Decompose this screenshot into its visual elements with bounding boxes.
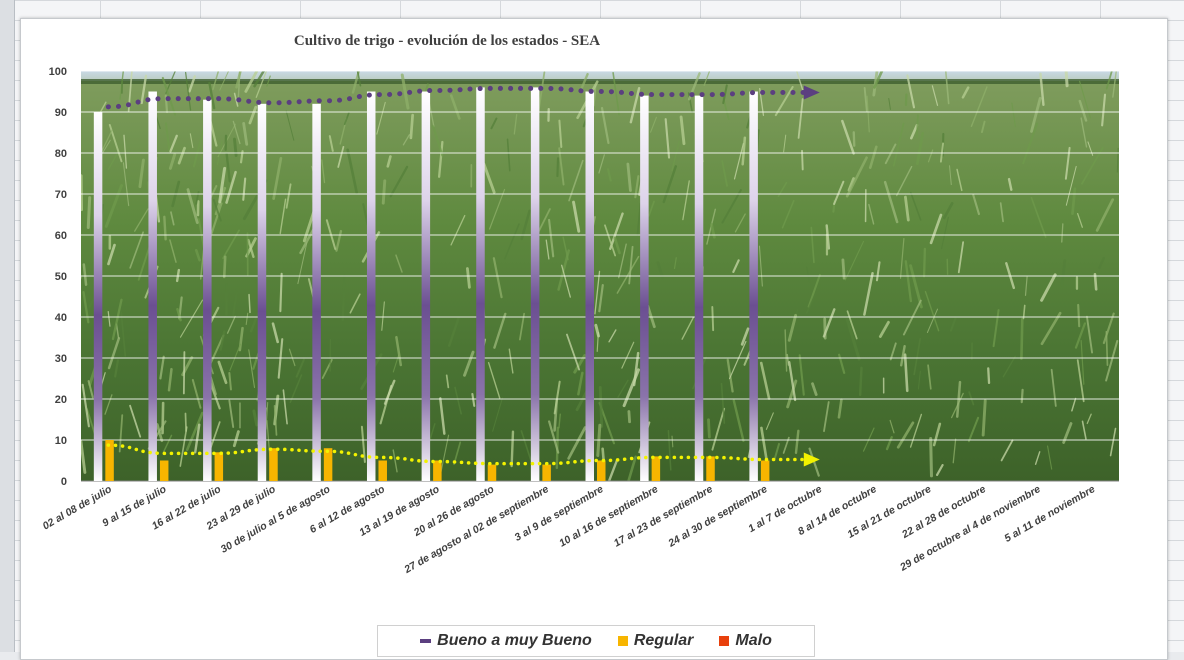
legend-item-malo: Malo <box>719 632 771 650</box>
bar-bueno <box>422 92 431 482</box>
wheat-stalk <box>163 403 164 433</box>
chart-title: Cultivo de trigo - evolución de los esta… <box>294 33 600 49</box>
legend-label-malo: Malo <box>735 632 771 650</box>
bar-regular <box>215 452 224 481</box>
wheat-stalk <box>512 432 513 466</box>
bar-bueno <box>640 96 649 481</box>
x-tick-label: 3 al 9 de septiembre <box>513 483 606 544</box>
y-tick-label: 10 <box>55 435 67 447</box>
legend-item-bueno: Bueno a muy Bueno <box>420 632 592 650</box>
row-header-strip <box>0 0 15 652</box>
bar-bueno <box>476 87 485 481</box>
bar-bueno <box>531 87 540 481</box>
wheat-stalk <box>843 260 844 278</box>
wheat-stalk <box>854 132 855 145</box>
bar-bueno <box>749 92 758 482</box>
y-tick-label: 90 <box>55 107 67 119</box>
chart-area[interactable]: Cultivo de trigo - evolución de los esta… <box>20 18 1168 660</box>
y-tick-label: 60 <box>55 230 67 242</box>
wheat-stalk <box>467 269 469 288</box>
bar-regular <box>542 465 551 481</box>
wheat-stalk <box>988 368 989 382</box>
bar-regular <box>706 456 715 481</box>
wheat-stalk <box>224 257 225 277</box>
wheat-stalk <box>917 115 918 137</box>
legend-swatch-malo <box>719 636 729 646</box>
wheat-stalk <box>72 254 81 278</box>
wheat-stalk <box>1095 274 1096 289</box>
legend-swatch-bueno <box>420 639 431 643</box>
wheat-stalk <box>411 115 413 138</box>
y-tick-label: 30 <box>55 353 67 365</box>
bar-bueno <box>148 92 157 482</box>
bar-regular <box>269 448 278 481</box>
wheat-stalk <box>802 151 803 170</box>
wheat-stalk <box>860 368 861 395</box>
y-tick-label: 100 <box>49 66 67 78</box>
wheat-stalk <box>983 401 985 435</box>
wheat-stalk <box>1078 305 1079 326</box>
wheat-stalk <box>383 181 385 203</box>
wheat-stalk <box>177 270 179 281</box>
bar-bueno <box>94 112 103 481</box>
bar-regular <box>324 448 333 481</box>
chart-svg: Cultivo de trigo - evolución de los esta… <box>21 19 1167 659</box>
wheat-stalk <box>164 217 165 239</box>
wheat-field-background <box>72 53 1119 481</box>
legend-label-regular: Regular <box>634 632 694 650</box>
y-tick-label: 40 <box>55 312 67 324</box>
bar-regular <box>160 461 169 482</box>
field-fill <box>81 81 1119 481</box>
chart-legend: Bueno a muy Bueno Regular Malo <box>377 625 815 657</box>
bar-regular <box>378 461 387 482</box>
bar-regular <box>488 465 497 481</box>
wheat-stalk <box>600 387 601 426</box>
wheat-stalk <box>712 307 713 330</box>
bar-bueno <box>203 100 212 481</box>
bar-bueno <box>258 104 267 481</box>
wheat-stalk <box>1106 332 1107 365</box>
bar-bueno <box>312 104 321 481</box>
x-tick-label: 10 al 16 de septiembre <box>557 483 660 550</box>
bar-regular <box>761 461 770 482</box>
wheat-stalk <box>931 438 932 475</box>
y-tick-label: 50 <box>55 271 67 283</box>
bar-regular <box>652 456 661 481</box>
bar-bueno <box>367 92 376 482</box>
bar-regular <box>597 461 606 482</box>
wheat-stalk <box>708 420 709 437</box>
wheat-stalk <box>629 412 630 422</box>
bar-regular <box>433 461 442 482</box>
wheat-stalk <box>1021 319 1022 358</box>
x-tick-label: 24 al 30 de septiembre <box>665 483 769 550</box>
wheat-stalk <box>557 158 558 176</box>
legend-item-regular: Regular <box>618 632 694 650</box>
legend-label-bueno: Bueno a muy Bueno <box>437 632 592 650</box>
wheat-stalk <box>924 249 925 276</box>
x-tick-label: 5 al 11 de noviembre <box>1002 483 1097 545</box>
bar-bueno <box>586 92 595 482</box>
x-tick-label: 17 al 23 de septiembre <box>612 483 715 550</box>
wheat-stalk <box>280 274 281 311</box>
wheat-stalk <box>343 276 345 320</box>
wheat-stalk <box>88 198 89 228</box>
legend-swatch-regular <box>618 636 628 646</box>
wheat-stalk <box>1022 390 1023 402</box>
y-tick-label: 0 <box>61 476 67 488</box>
y-tick-label: 20 <box>55 394 67 406</box>
wheat-stalk <box>249 295 250 313</box>
y-tick-label: 70 <box>55 189 67 201</box>
wheat-stalk <box>672 436 673 447</box>
wheat-stalk <box>1066 65 1067 86</box>
bar-bueno <box>695 96 704 481</box>
y-tick-label: 80 <box>55 148 67 160</box>
